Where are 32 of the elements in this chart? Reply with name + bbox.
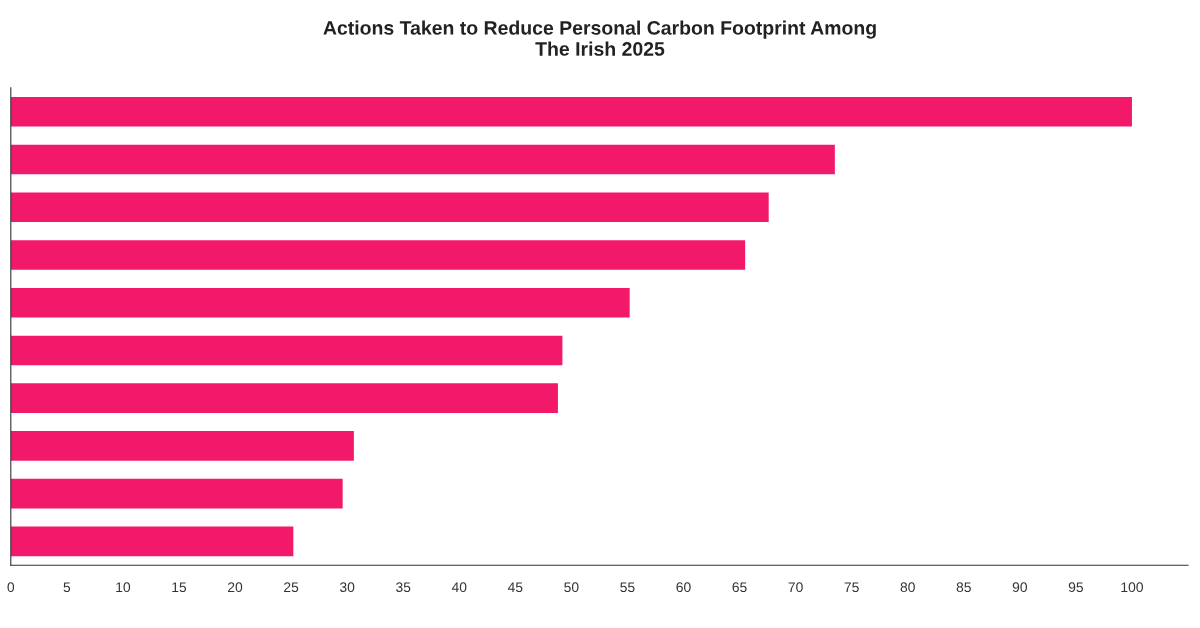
bar (10, 526, 294, 557)
x-tick-label: 45 (507, 582, 523, 593)
x-tick-label: 50 (564, 582, 579, 593)
x-tick-label: 30 (339, 582, 355, 593)
x-tick-label: 40 (451, 582, 467, 593)
x-tick-label: 65 (732, 582, 747, 593)
x-tick-label: 75 (844, 582, 859, 593)
x-tick-label: 10 (116, 582, 131, 593)
x-tick-label: 90 (1012, 582, 1028, 593)
x-tick-label: 80 (900, 582, 915, 593)
bar (10, 335, 563, 366)
x-tick-label: 15 (172, 582, 187, 593)
x-tick-label: 60 (676, 582, 691, 593)
x-tick-label: 5 (63, 582, 71, 593)
x-tick-label: 55 (620, 582, 635, 593)
bar (10, 383, 558, 413)
x-tick-label: 20 (228, 582, 243, 593)
x-tick-label: 100 (1121, 582, 1143, 593)
x-tick-label: 0 (7, 582, 15, 593)
x-tick-label: 25 (284, 582, 299, 593)
bar (10, 478, 343, 509)
bar (10, 192, 769, 223)
x-tick-label: 35 (396, 582, 411, 593)
bar (10, 240, 746, 270)
bar (10, 287, 630, 318)
chart-title: Actions Taken to Reduce Personal Carbon Footprint Among The Irish 2025 (323, 20, 876, 56)
x-tick-label: 70 (788, 582, 803, 593)
x-tick-label: 95 (1068, 582, 1084, 593)
x-tick-label: 85 (956, 582, 971, 593)
bar (10, 96, 1132, 127)
bar (10, 144, 835, 175)
bar (10, 431, 354, 461)
